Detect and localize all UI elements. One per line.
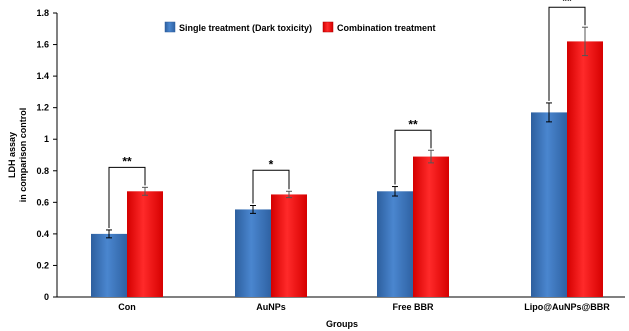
y-axis-title: LDH assay in comparison control xyxy=(7,108,28,203)
bar-single-1 xyxy=(235,209,271,297)
y-tick-label: 1.8 xyxy=(36,8,49,18)
bar-combination-1 xyxy=(271,194,307,297)
y-tick-label: 1.6 xyxy=(36,40,49,50)
bar-combination-3 xyxy=(567,41,603,298)
significance-marker: ** xyxy=(122,154,132,168)
y-axis-title-line: in comparison control xyxy=(18,108,28,203)
legend-swatch xyxy=(164,21,176,33)
y-tick-label: 0 xyxy=(44,292,49,302)
significance-bracket xyxy=(394,129,432,185)
bar-combination-0 xyxy=(127,191,163,297)
bars xyxy=(91,41,603,298)
legend-label: Combination treatment xyxy=(337,23,436,33)
y-tick-label: 1.2 xyxy=(36,103,49,113)
bar-single-2 xyxy=(377,191,413,297)
legend: Single treatment (Dark toxicity) Combinat… xyxy=(164,21,436,33)
significance-bracket xyxy=(548,6,586,101)
y-tick-label: 0.4 xyxy=(36,229,49,239)
legend-label: Single treatment (Dark toxicity) xyxy=(179,23,312,33)
significance-brackets: ** ***** xyxy=(108,0,586,228)
y-axis-title-line: LDH assay xyxy=(7,132,17,178)
significance-marker: ** xyxy=(562,0,572,8)
x-category-label: Lipo@AuNPs@BBR xyxy=(524,302,610,312)
y-tick-label: 0.2 xyxy=(36,260,49,270)
y-tick-label: 1 xyxy=(44,134,49,144)
x-category-label: Free BBR xyxy=(392,302,434,312)
y-tick-label: 0.6 xyxy=(36,197,49,207)
x-axis-labels: Con AuNPs Free BBR Lipo@AuNPs@BBR xyxy=(118,302,610,312)
significance-bracket xyxy=(252,169,290,204)
x-category-label: Con xyxy=(118,302,136,312)
bar-combination-2 xyxy=(413,156,449,297)
significance-marker: ** xyxy=(408,117,418,131)
y-tick-label: 1.4 xyxy=(36,71,49,81)
y-tick-label: 0.8 xyxy=(36,166,49,176)
bar-single-0 xyxy=(91,233,127,297)
significance-marker: * xyxy=(269,157,274,171)
error-bars xyxy=(106,26,588,239)
x-axis-title: Groups xyxy=(326,319,358,329)
bar-single-3 xyxy=(531,112,567,298)
legend-swatch xyxy=(322,21,334,33)
x-category-label: AuNPs xyxy=(256,302,286,312)
significance-bracket xyxy=(108,166,146,228)
